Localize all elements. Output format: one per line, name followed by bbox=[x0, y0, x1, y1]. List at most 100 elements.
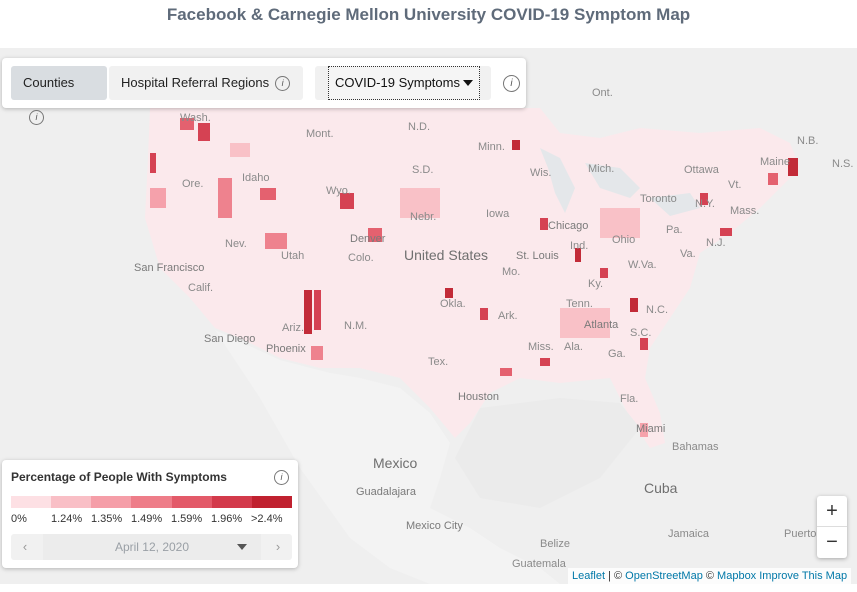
legend-swatch bbox=[211, 496, 252, 508]
label-wyo: Wyo. bbox=[326, 185, 351, 197]
legend-tick: 0% bbox=[11, 513, 27, 525]
date-picker: ‹ April 12, 2020 › bbox=[11, 534, 292, 560]
label-cuba: Cuba bbox=[644, 480, 678, 496]
label-calif: Calif. bbox=[188, 282, 214, 294]
label-nm: N.M. bbox=[344, 320, 368, 332]
label-chicago: Chicago bbox=[548, 220, 589, 232]
date-select[interactable]: April 12, 2020 bbox=[43, 534, 261, 560]
chevron-down-icon bbox=[237, 544, 247, 550]
label-tenn: Tenn. bbox=[566, 298, 593, 310]
label-maine: Maine bbox=[760, 156, 790, 168]
label-guatemala: Guatemala bbox=[512, 558, 566, 570]
legend-swatch bbox=[131, 496, 172, 508]
info-icon[interactable]: i bbox=[503, 75, 520, 92]
attribution-separator: © bbox=[702, 570, 718, 582]
signal-select[interactable]: COVID-19 Symptoms bbox=[328, 66, 480, 100]
legend-tick: 1.24% bbox=[51, 513, 83, 525]
label-tex: Tex. bbox=[428, 356, 449, 368]
label-fla: Fla. bbox=[620, 393, 639, 405]
label-toronto: Toronto bbox=[640, 193, 677, 205]
osm-link[interactable]: OpenStreetMap bbox=[625, 570, 703, 582]
hrr-toggle[interactable]: Hospital Referral Regions i bbox=[109, 66, 303, 100]
label-pa: Pa. bbox=[666, 224, 683, 236]
label-ala: Ala. bbox=[564, 341, 583, 353]
zoom-in-button[interactable]: + bbox=[826, 500, 838, 522]
next-date-button[interactable]: › bbox=[275, 539, 281, 554]
legend-tick: >2.4% bbox=[251, 513, 283, 525]
date-value: April 12, 2020 bbox=[114, 540, 190, 554]
label-ind: Ind. bbox=[570, 240, 589, 252]
label-wva: W.Va. bbox=[628, 259, 657, 271]
counties-label: Counties bbox=[23, 75, 75, 90]
leaflet-link[interactable]: Leaflet bbox=[572, 570, 606, 582]
hrr-label: Hospital Referral Regions bbox=[121, 75, 270, 90]
label-ky: Ky. bbox=[588, 278, 604, 290]
county-fills bbox=[150, 118, 798, 437]
geo-level-controls: Counties i Hospital Referral Regions i COV… bbox=[2, 58, 526, 126]
map-basemap bbox=[145, 108, 800, 584]
label-san-diego: San Diego bbox=[204, 333, 256, 345]
label-nj: N.J. bbox=[706, 237, 726, 249]
label-okla: Okla. bbox=[440, 298, 466, 310]
counties-toggle[interactable]: Counties i bbox=[11, 66, 107, 126]
label-mexico-city: Mexico City bbox=[406, 520, 463, 532]
legend-swatch bbox=[251, 496, 292, 508]
legend-swatch bbox=[11, 496, 52, 508]
label-atlanta: Atlanta bbox=[584, 319, 619, 331]
label-mo: Mo. bbox=[502, 266, 521, 278]
gulf-water bbox=[455, 398, 640, 508]
info-icon[interactable]: i bbox=[274, 470, 289, 485]
zoom-divider bbox=[817, 526, 847, 527]
label-ny: N.Y. bbox=[695, 198, 715, 210]
legend-tick: 1.59% bbox=[171, 513, 203, 525]
label-ark: Ark. bbox=[498, 310, 518, 322]
map-attribution: Leaflet | © OpenStreetMap © Mapbox Impro… bbox=[568, 568, 852, 584]
label-sc: S.C. bbox=[630, 327, 652, 339]
signal-select-value: COVID-19 Symptoms bbox=[335, 75, 460, 90]
label-mexico: Mexico bbox=[373, 455, 418, 471]
label-ga: Ga. bbox=[608, 348, 626, 360]
label-denver: Denver bbox=[350, 233, 386, 245]
label-mich: Mich. bbox=[588, 163, 615, 175]
label-wash: Wash. bbox=[180, 112, 211, 124]
chevron-down-icon bbox=[463, 80, 473, 86]
info-icon[interactable]: i bbox=[29, 110, 44, 126]
legend-panel: Percentage of People With Symptoms i 0% … bbox=[2, 460, 298, 568]
label-ont: Ont. bbox=[592, 87, 613, 99]
label-ohio: Ohio bbox=[612, 234, 636, 246]
label-colo: Colo. bbox=[348, 252, 374, 264]
label-jamaica: Jamaica bbox=[668, 528, 709, 540]
label-vt: Vt. bbox=[728, 179, 742, 191]
label-mont: Mont. bbox=[306, 128, 334, 140]
label-san-francisco: San Francisco bbox=[134, 262, 205, 274]
legend-tick: 1.96% bbox=[211, 513, 243, 525]
label-idaho: Idaho bbox=[242, 172, 270, 184]
info-icon[interactable]: i bbox=[275, 76, 291, 92]
mapbox-link[interactable]: Mapbox Improve This Map bbox=[717, 570, 848, 582]
label-houston: Houston bbox=[458, 391, 499, 403]
label-minn: Minn. bbox=[478, 141, 505, 153]
legend-swatch bbox=[91, 496, 132, 508]
legend-swatches bbox=[11, 496, 292, 508]
attribution-separator: | © bbox=[605, 570, 626, 582]
label-belize: Belize bbox=[540, 538, 570, 550]
label-ns: N.S. bbox=[832, 158, 854, 170]
label-nb: N.B. bbox=[797, 135, 819, 147]
label-nd: N.D. bbox=[408, 121, 430, 133]
label-ore: Ore. bbox=[182, 178, 204, 190]
page-title: Facebook & Carnegie Mellon University CO… bbox=[166, 5, 691, 24]
label-miami: Miami bbox=[636, 423, 666, 435]
label-nev: Nev. bbox=[225, 238, 247, 250]
label-wis: Wis. bbox=[530, 167, 552, 179]
label-sd: S.D. bbox=[412, 164, 434, 176]
label-united-states: United States bbox=[404, 247, 489, 263]
prev-date-button[interactable]: ‹ bbox=[22, 539, 28, 554]
zoom-out-button[interactable]: − bbox=[826, 531, 838, 553]
label-mass: Mass. bbox=[730, 205, 760, 217]
great-lakes bbox=[540, 148, 700, 216]
legend-swatch bbox=[51, 496, 92, 508]
legend-tick: 1.35% bbox=[91, 513, 123, 525]
label-iowa: Iowa bbox=[486, 208, 510, 220]
label-utah: Utah bbox=[281, 250, 305, 262]
label-st-louis: St. Louis bbox=[516, 250, 559, 262]
